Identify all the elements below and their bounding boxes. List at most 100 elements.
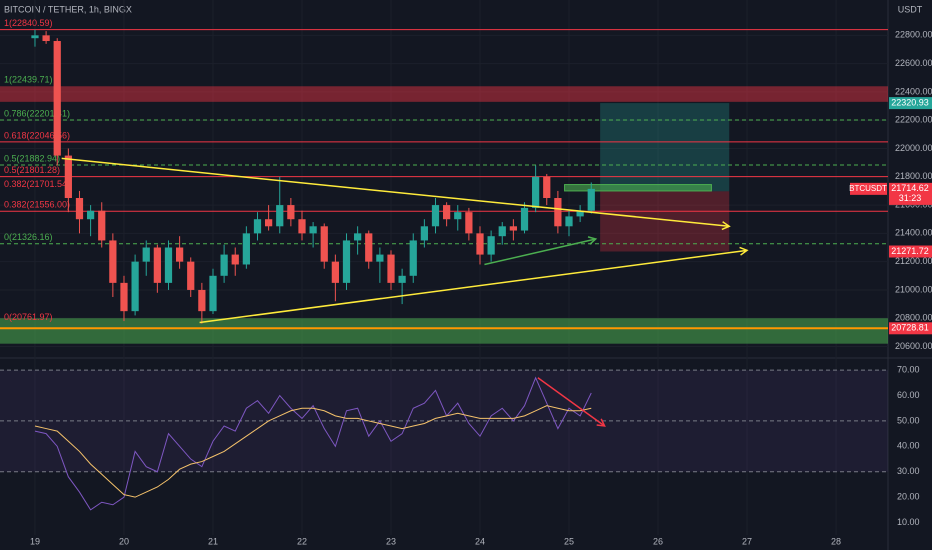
y-tick-label: 22600.00 — [895, 58, 932, 68]
candle-body — [587, 188, 595, 211]
candle-body — [175, 247, 184, 262]
candle-body — [298, 219, 306, 234]
target-tag: 22320.93 — [891, 97, 929, 107]
x-tick-label: 26 — [653, 536, 663, 546]
y-tick-label: 21400.00 — [895, 228, 932, 238]
candle-body — [64, 155, 72, 199]
zone — [0, 86, 888, 102]
candle-body — [554, 198, 562, 227]
fib-label: 0(21326.16) — [4, 232, 53, 242]
candle-body — [465, 212, 473, 234]
fib-label: 0.382(21701.54) — [4, 179, 70, 189]
candle-body — [164, 247, 173, 283]
candle-body — [242, 233, 250, 265]
last-price-bg — [889, 182, 932, 205]
candle-body — [31, 35, 39, 39]
trend-line — [484, 238, 596, 266]
fib-label: 0.382(21556.00) — [4, 200, 70, 210]
candle-body — [153, 247, 161, 283]
candle-body — [187, 261, 195, 290]
candle-body — [120, 282, 128, 312]
candle-body — [98, 210, 106, 241]
x-tick-label: 25 — [564, 536, 574, 546]
symbol-tag: BTCUSDT — [849, 184, 887, 193]
support-tag-bg — [889, 322, 932, 335]
arrow-head — [739, 246, 749, 256]
x-tick-label: 27 — [742, 536, 752, 546]
symbol-tag-bg — [850, 182, 887, 195]
candle-body — [265, 219, 273, 227]
y-tick-label: 21800.00 — [895, 171, 932, 181]
candle-body — [520, 207, 529, 231]
candle-body — [509, 226, 517, 231]
y-tick-label: 40.00 — [897, 441, 920, 451]
candle-body — [365, 233, 373, 262]
rsi-line — [34, 405, 592, 498]
fib-label: 0.618(22046.56) — [4, 130, 70, 140]
stop-tag-bg — [889, 245, 932, 258]
trend-line — [61, 157, 730, 228]
axis-unit: USDT — [898, 4, 923, 14]
candle-body — [376, 254, 384, 262]
entry-zone — [564, 184, 712, 192]
candle-body — [231, 254, 239, 265]
arrow-head — [721, 221, 731, 231]
y-tick-label: 60.00 — [897, 390, 920, 400]
x-tick-label: 23 — [386, 536, 396, 546]
candle-body — [409, 240, 417, 276]
candle-body — [198, 289, 206, 312]
candle-body — [576, 210, 584, 217]
x-tick-label: 28 — [831, 536, 841, 546]
fib-label: 0.786(22201.41) — [4, 108, 70, 118]
candle-body — [543, 176, 551, 199]
y-tick-label: 22800.00 — [895, 30, 932, 40]
candle-body — [443, 205, 451, 220]
position-target — [600, 103, 730, 192]
y-tick-label: 30.00 — [897, 466, 920, 476]
candle-body — [86, 210, 95, 220]
candle-body — [387, 254, 395, 283]
position-stop — [600, 191, 730, 252]
fib-label: 0.5(21801.28) — [4, 165, 60, 175]
target-tag-bg — [889, 97, 932, 110]
trend-line — [199, 249, 748, 324]
y-tick-label: 22200.00 — [895, 115, 932, 125]
candle-body — [53, 41, 61, 156]
candle-body — [253, 219, 262, 234]
x-tick-label: 24 — [475, 536, 485, 546]
x-tick-label: 20 — [119, 536, 129, 546]
stop-tag: 21271.72 — [891, 246, 929, 256]
y-tick-label: 20800.00 — [895, 313, 932, 323]
candle-body — [75, 198, 84, 220]
candle-body — [276, 205, 284, 227]
x-tick-label: 21 — [208, 536, 218, 546]
fib-label: 0(20761.97) — [4, 312, 53, 322]
rsi-trend-line — [537, 377, 606, 427]
last-price: 21714.62 — [891, 183, 929, 193]
candle-body — [220, 254, 228, 276]
candle-body — [431, 205, 440, 227]
rsi-line — [34, 376, 592, 511]
y-tick-label: 20600.00 — [895, 341, 932, 351]
support-tag: 20728.81 — [891, 323, 929, 333]
candle-body — [131, 261, 139, 312]
zone — [0, 318, 888, 344]
candle-body — [109, 240, 117, 283]
y-tick-label: 10.00 — [897, 517, 920, 527]
candle-body — [209, 275, 217, 312]
candle-body — [420, 226, 428, 241]
candle-body — [342, 240, 351, 283]
arrow-head — [587, 236, 598, 245]
y-tick-label: 22000.00 — [895, 143, 932, 153]
y-tick-label: 20.00 — [897, 492, 920, 502]
fib-label: 1(22439.71) — [4, 75, 53, 85]
candle-body — [398, 275, 406, 283]
y-tick-label: 21000.00 — [895, 284, 932, 294]
y-tick-label: 70.00 — [897, 365, 920, 375]
y-tick-label: 22400.00 — [895, 86, 932, 96]
candle-body — [320, 226, 328, 262]
candle-body — [532, 176, 540, 208]
x-tick-label: 22 — [297, 536, 307, 546]
countdown: 31:23 — [899, 193, 922, 203]
